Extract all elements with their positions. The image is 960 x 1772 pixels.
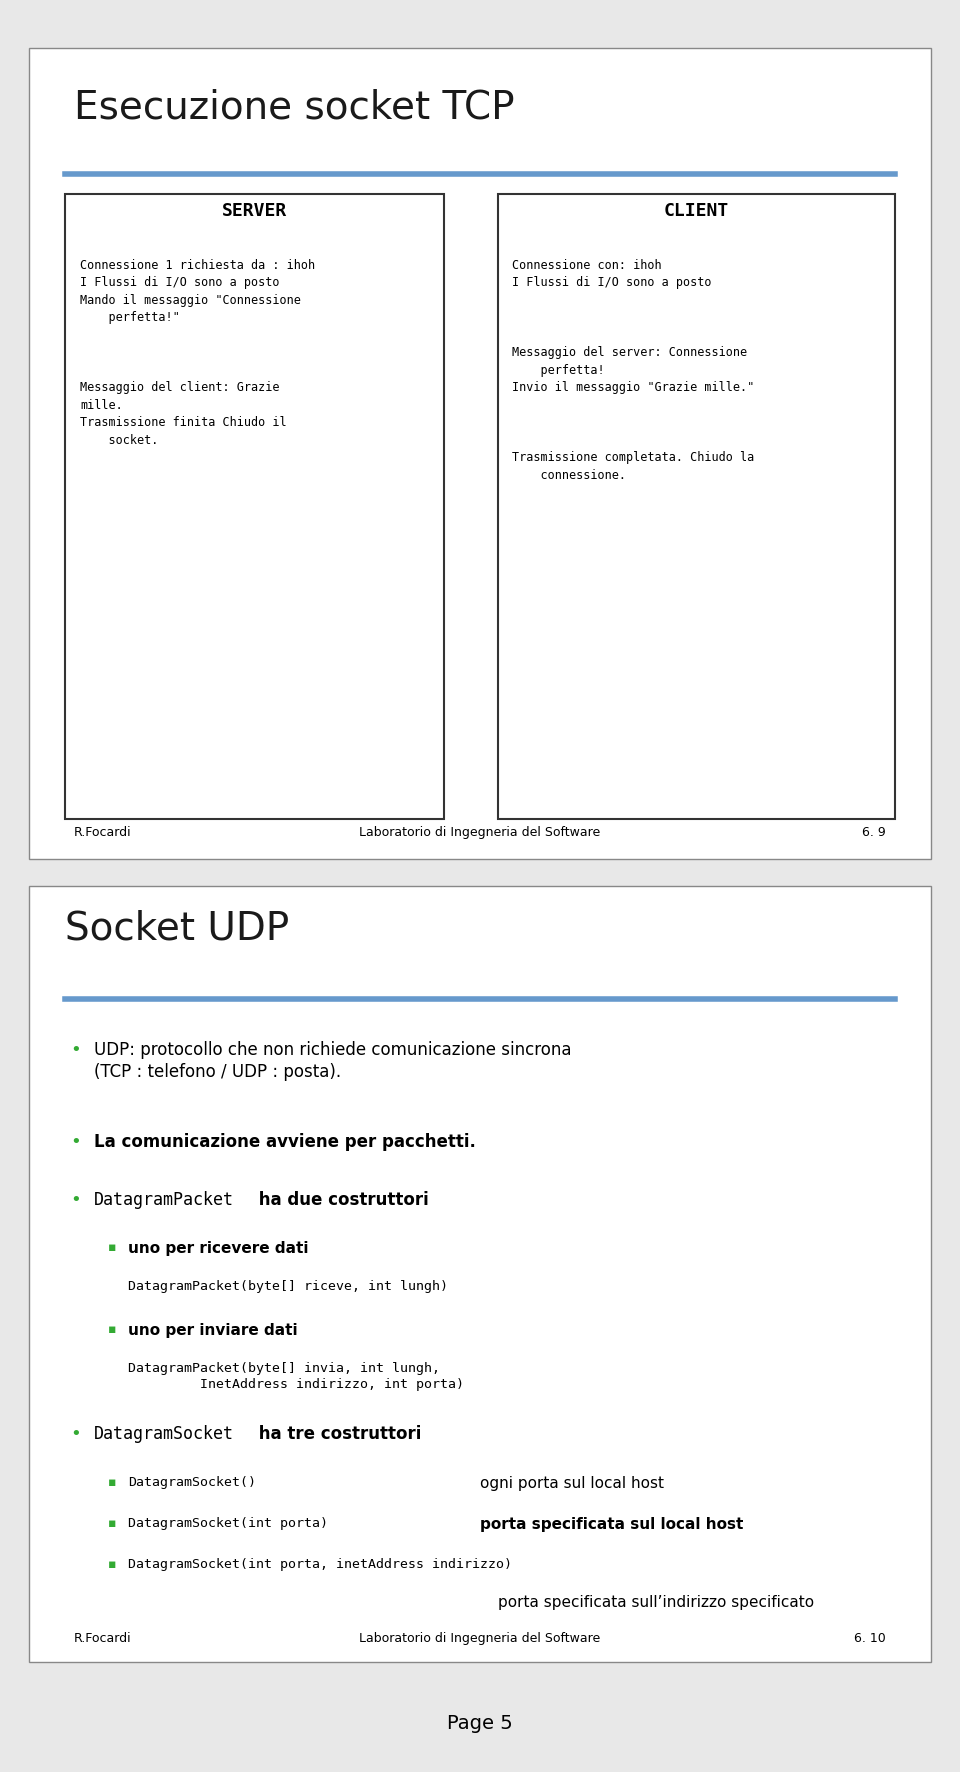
Text: ha tre costruttori: ha tre costruttori [252, 1425, 421, 1444]
Text: Connessione con: ihoh
I Flussi di I/O sono a posto



Messaggio del server: Conn: Connessione con: ihoh I Flussi di I/O so… [512, 259, 754, 482]
Text: •: • [70, 1042, 81, 1060]
Text: ▪: ▪ [108, 1558, 116, 1572]
Text: ▪: ▪ [108, 1324, 116, 1336]
Text: •: • [70, 1132, 81, 1150]
Text: 6. 10: 6. 10 [854, 1632, 886, 1644]
Text: Laboratorio di Ingegneria del Software: Laboratorio di Ingegneria del Software [359, 826, 601, 840]
Text: ▪: ▪ [108, 1517, 116, 1529]
Text: ogni porta sul local host: ogni porta sul local host [480, 1476, 664, 1490]
Text: •: • [70, 1425, 81, 1444]
Text: DatagramPacket(byte[] invia, int lungh,
         InetAddress indirizzo, int port: DatagramPacket(byte[] invia, int lungh, … [128, 1361, 464, 1391]
Text: Page 5: Page 5 [447, 1714, 513, 1733]
Text: porta specificata sull’indirizzo specificato: porta specificata sull’indirizzo specifi… [498, 1595, 814, 1611]
Text: Socket UDP: Socket UDP [65, 909, 289, 948]
Bar [65, 193, 444, 819]
Text: R.Focardi: R.Focardi [74, 826, 132, 840]
Text: R.Focardi: R.Focardi [74, 1632, 132, 1644]
Text: DatagramSocket(int porta, inetAddress indirizzo): DatagramSocket(int porta, inetAddress in… [128, 1558, 512, 1572]
Text: DatagramSocket(): DatagramSocket() [128, 1476, 256, 1488]
Text: SERVER: SERVER [222, 202, 287, 220]
Text: •: • [70, 1191, 81, 1209]
Text: uno per ricevere dati: uno per ricevere dati [128, 1242, 308, 1256]
Text: Laboratorio di Ingegneria del Software: Laboratorio di Ingegneria del Software [359, 1632, 601, 1644]
Text: DatagramSocket: DatagramSocket [94, 1425, 234, 1444]
Text: Esecuzione socket TCP: Esecuzione socket TCP [74, 89, 515, 126]
Text: DatagramSocket(int porta): DatagramSocket(int porta) [128, 1517, 328, 1529]
Text: Connessione 1 richiesta da : ihoh
I Flussi di I/O sono a posto
Mando il messaggi: Connessione 1 richiesta da : ihoh I Flus… [81, 259, 316, 447]
Bar [498, 193, 895, 819]
Text: ha due costruttori: ha due costruttori [252, 1191, 428, 1209]
Text: DatagramPacket(byte[] riceve, int lungh): DatagramPacket(byte[] riceve, int lungh) [128, 1281, 448, 1294]
Text: UDP: protocollo che non richiede comunicazione sincrona
(TCP : telefono / UDP : : UDP: protocollo che non richiede comunic… [94, 1042, 571, 1081]
Text: uno per inviare dati: uno per inviare dati [128, 1324, 298, 1338]
Text: porta specificata sul local host: porta specificata sul local host [480, 1517, 743, 1533]
Text: La comunicazione avviene per pacchetti.: La comunicazione avviene per pacchetti. [94, 1132, 475, 1150]
Text: ▪: ▪ [108, 1476, 116, 1488]
Text: DatagramPacket: DatagramPacket [94, 1191, 234, 1209]
Text: ▪: ▪ [108, 1242, 116, 1255]
Text: CLIENT: CLIENT [664, 202, 730, 220]
Text: 6. 9: 6. 9 [862, 826, 886, 840]
